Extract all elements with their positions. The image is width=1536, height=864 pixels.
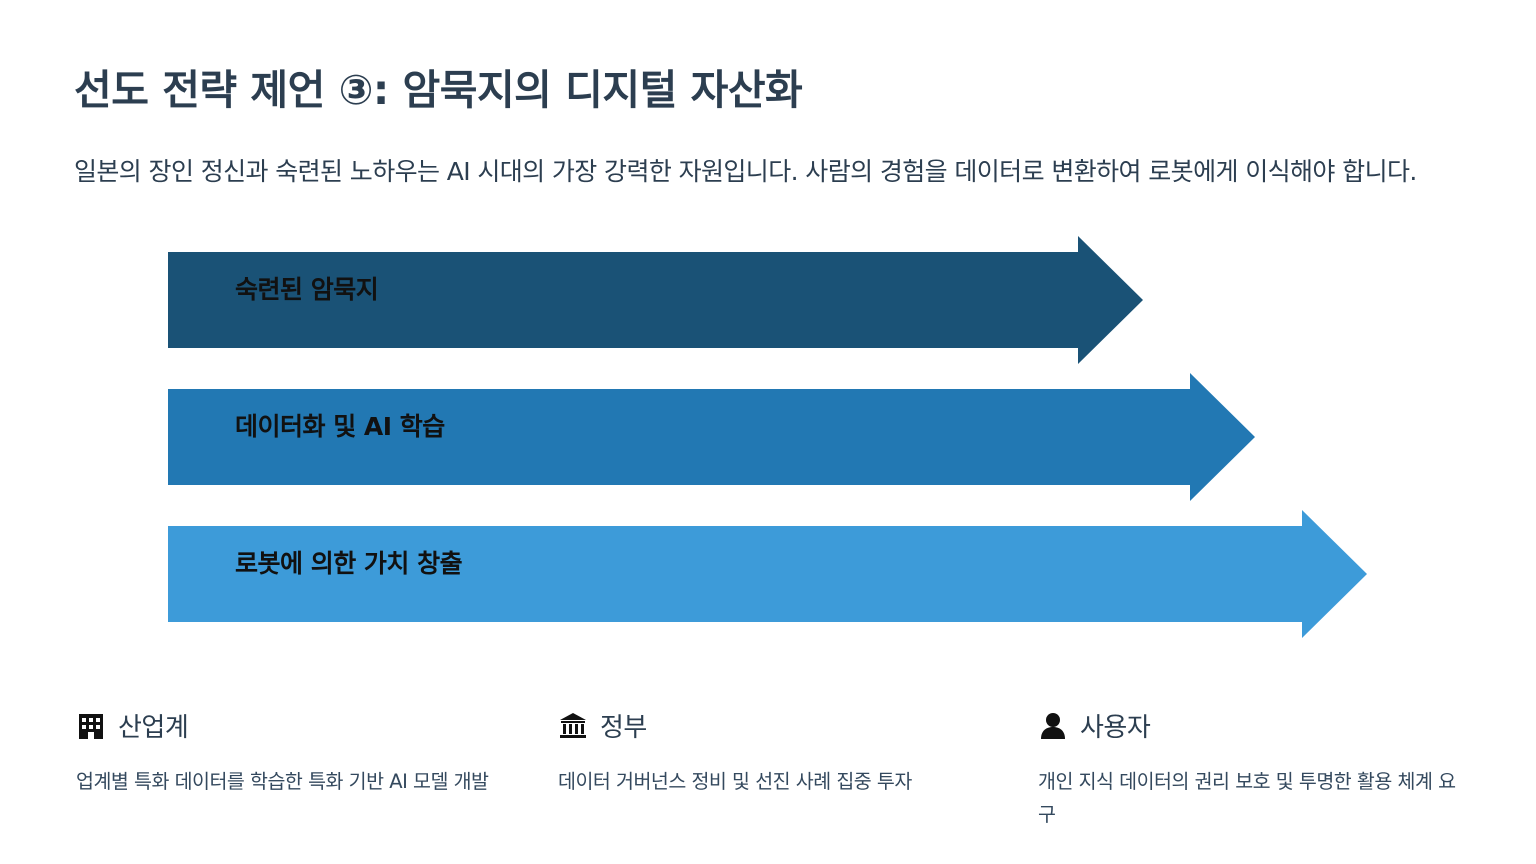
stakeholder-industry-text: 업계별 특화 데이터를 학습한 특화 기반 AI 모델 개발 bbox=[76, 770, 489, 793]
stakeholder-industry: 산업계 업계별 특화 데이터를 학습한 특화 기반 AI 모델 개발 bbox=[76, 705, 516, 798]
page-subtitle: 일본의 장인 정신과 숙련된 노하우는 AI 시대의 가장 강력한 자원입니다.… bbox=[74, 157, 1417, 186]
stakeholder-industry-header: 산업계 bbox=[76, 705, 516, 745]
stakeholder-user: 사용자 개인 지식 데이터의 권리 보호 및 투명한 활용 체계 요구 bbox=[1038, 705, 1458, 831]
bank-icon bbox=[558, 710, 588, 740]
stakeholder-user-header: 사용자 bbox=[1038, 705, 1458, 745]
user-icon bbox=[1038, 710, 1068, 740]
flow-label-1: 숙련된 암묵지 bbox=[235, 275, 379, 304]
page-title: 선도 전략 제언 ③: 암묵지의 디지털 자산화 bbox=[74, 66, 803, 114]
flow-arrow-1 bbox=[168, 236, 1143, 364]
flow-label-2: 데이터화 및 AI 학습 bbox=[235, 412, 445, 441]
flow-arrow-2 bbox=[168, 373, 1255, 501]
flow-arrows bbox=[168, 236, 1367, 638]
stakeholder-industry-title: 산업계 bbox=[118, 712, 189, 743]
stakeholder-user-title: 사용자 bbox=[1080, 712, 1151, 743]
stakeholder-user-text: 개인 지식 데이터의 권리 보호 및 투명한 활용 체계 요구 bbox=[1038, 770, 1456, 826]
flow-arrow-3 bbox=[168, 510, 1367, 638]
building-icon bbox=[76, 710, 106, 740]
flow-label-3: 로봇에 의한 가치 창출 bbox=[235, 549, 463, 578]
stakeholder-government-header: 정부 bbox=[558, 705, 998, 745]
stakeholder-government-text: 데이터 거버넌스 정비 및 선진 사례 집중 투자 bbox=[558, 770, 912, 793]
stakeholder-government-title: 정부 bbox=[600, 712, 647, 743]
stakeholder-government: 정부 데이터 거버넌스 정비 및 선진 사례 집중 투자 bbox=[558, 705, 998, 798]
